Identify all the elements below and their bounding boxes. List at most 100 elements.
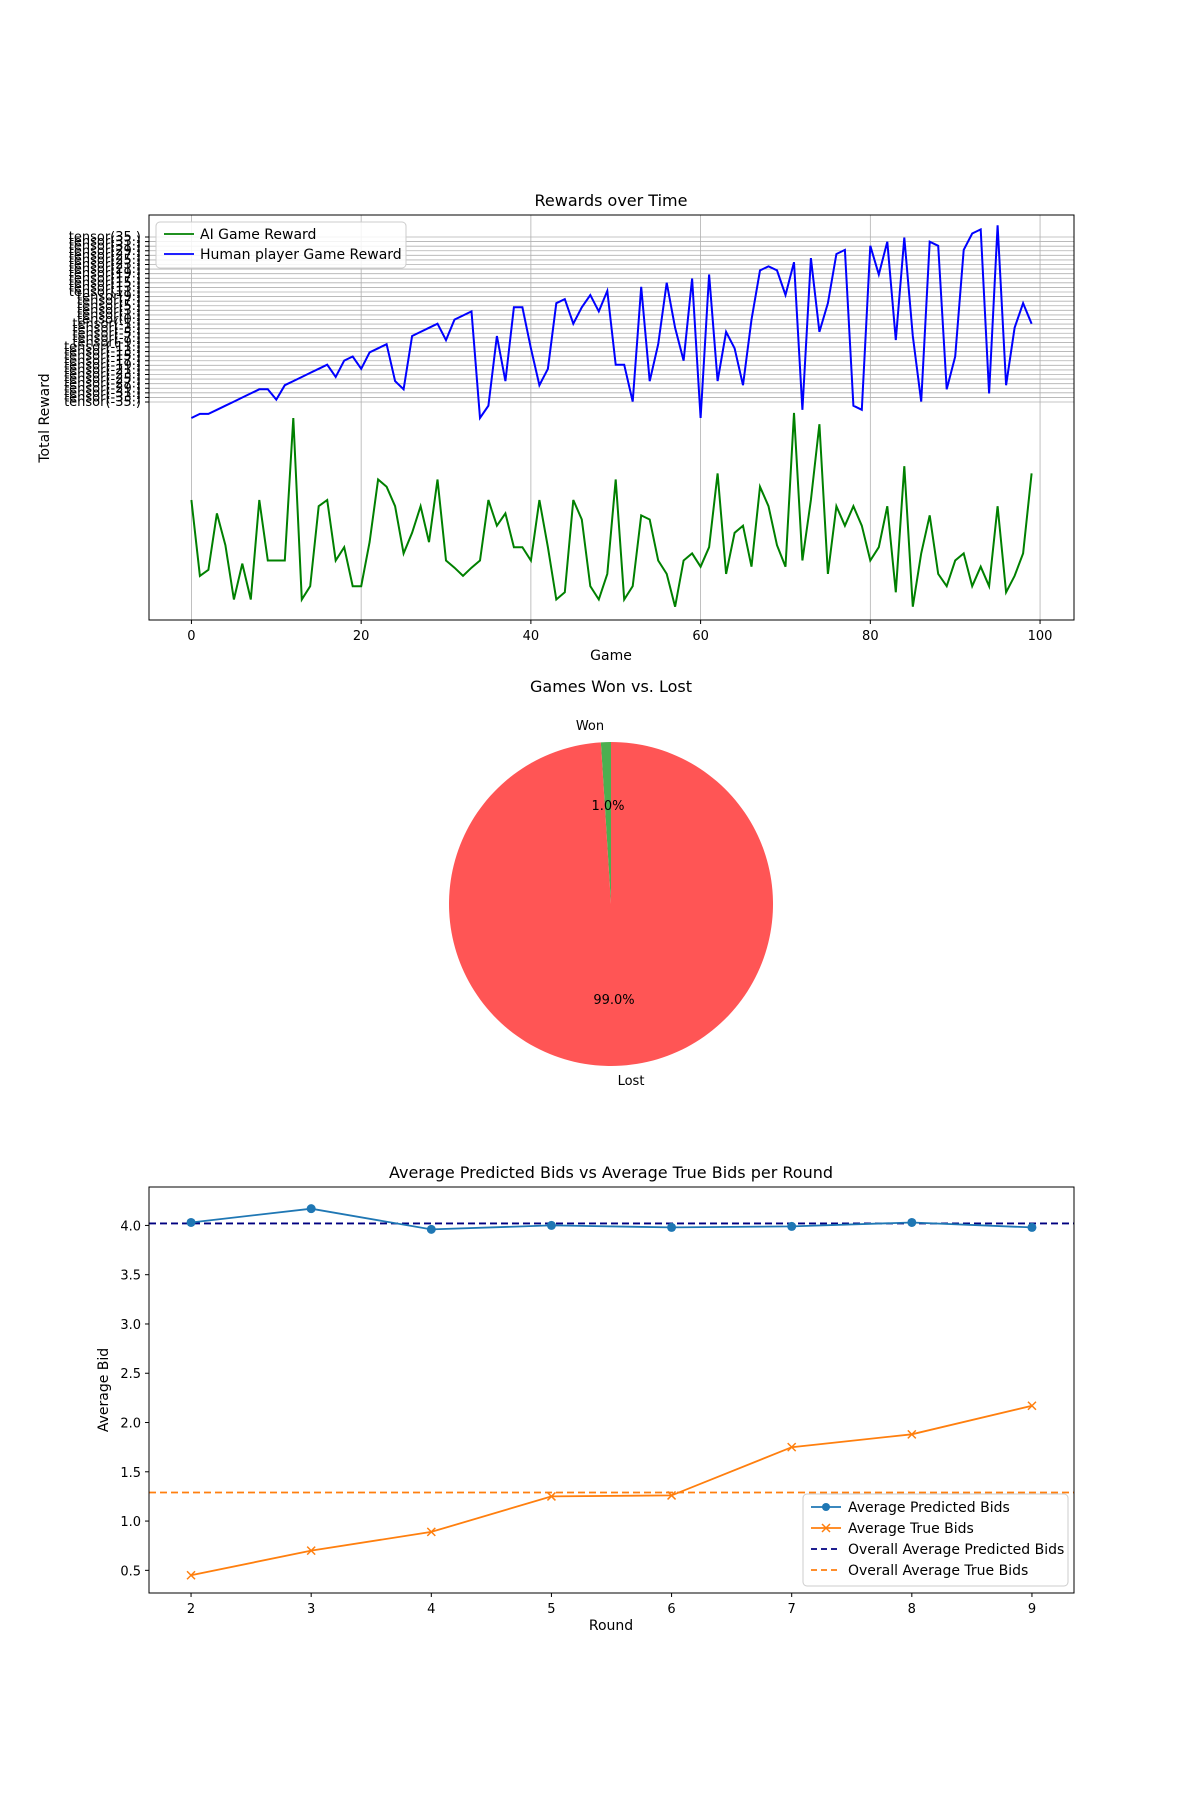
x-tick-label: 3: [307, 1602, 315, 1617]
y-tick-label: tensor(17.): [69, 271, 141, 286]
predicted-bids-marker: [787, 1221, 797, 1231]
predicted-bids-marker: [546, 1220, 556, 1230]
y-tick-label: tensor(19.): [69, 267, 141, 282]
y-tick-label: 1.0: [120, 1515, 141, 1530]
y-axis-label: Average Bid: [96, 1348, 112, 1432]
y-tick-label: tensor(-19.): [64, 358, 141, 373]
y-tick-label: tensor(-35.): [64, 395, 141, 410]
y-tick-label: 0.5: [120, 1564, 141, 1579]
y-tick-label: tensor(-9.): [72, 335, 141, 350]
x-tick-label: 80: [862, 629, 879, 644]
x-tick-label: 100: [1028, 629, 1053, 644]
x-tick-label: 20: [353, 629, 370, 644]
x-tick-label: 8: [908, 1602, 916, 1617]
y-tick-label: tensor(25.): [69, 253, 141, 268]
predicted-bids-marker: [667, 1222, 677, 1232]
pie-label-lost: Lost: [618, 1074, 645, 1089]
y-tick-label: tensor(33.): [69, 235, 141, 250]
x-tick-label: 2: [187, 1602, 195, 1617]
y-tick-label: tensor(-33.): [64, 390, 141, 405]
x-tick-label: 60: [692, 629, 709, 644]
bids-chart: Average Predicted Bids vs Average True B…: [96, 1163, 1075, 1634]
y-tick-label: tensor(-27.): [64, 377, 141, 392]
legend-human-reward: Human player Game Reward: [200, 247, 402, 263]
true-bids-marker: [426, 1527, 436, 1537]
y-tick-label: tensor(-15.): [64, 349, 141, 364]
y-tick-label: tensor(5.): [77, 299, 141, 314]
y-tick-label: tensor(11.): [69, 285, 141, 300]
legend-ai-reward: AI Game Reward: [200, 227, 316, 243]
y-tick-label: tensor(-23.): [64, 368, 141, 383]
y-tick-label: tensor(13.): [69, 280, 141, 295]
true-bids-marker: [667, 1490, 677, 1500]
y-tick-label: tensor(-11.): [64, 340, 141, 355]
y-tick-label: tensor(7.): [77, 294, 141, 309]
x-axis-label: Game: [590, 648, 632, 664]
y-tick-label: tensor(23.): [69, 258, 141, 273]
y-tick-label: tensor(-13.): [64, 345, 141, 360]
y-tick-label: tensor(1.): [77, 308, 141, 323]
x-tick-label: 7: [788, 1602, 796, 1617]
true-bids-marker: [186, 1570, 196, 1580]
x-tick-label: 4: [427, 1602, 435, 1617]
true-bids-line: [190, 1404, 1033, 1577]
true-bids-marker: [787, 1442, 797, 1452]
predicted-bids-marker: [306, 1204, 316, 1214]
pie-slice-won: [600, 742, 611, 904]
true-bids-marker: [546, 1491, 556, 1501]
x-tick-label: 40: [523, 629, 540, 644]
y-tick-label: 3.0: [120, 1318, 141, 1333]
x-tick-label: 5: [547, 1602, 555, 1617]
y-tick-label: tensor(0.): [77, 313, 141, 328]
y-tick-label: tensor(35.): [69, 230, 141, 245]
y-tick-label: tensor(-21.): [64, 363, 141, 378]
y-tick-label: 2.5: [120, 1367, 141, 1382]
legend: AI Game Reward Human player Game Reward: [155, 221, 407, 269]
legend-predicted-bids: Average Predicted Bids: [848, 1500, 1010, 1516]
pie-pct-won: 1.0%: [591, 799, 624, 814]
pie-label-won: Won: [576, 719, 604, 734]
y-tick-label: tensor(-25.): [64, 372, 141, 387]
chart-title: Games Won vs. Lost: [530, 677, 692, 696]
y-tick-label: tensor(-3.): [72, 322, 141, 337]
y-tick-label: tensor(-17.): [64, 354, 141, 369]
y-tick-label: tensor(21.): [69, 262, 141, 277]
y-tick-label: tensor(27.): [69, 248, 141, 263]
y-tick-label: 2.0: [120, 1417, 141, 1432]
legend: Average Predicted Bids Average True Bids…: [802, 1493, 1069, 1587]
chart-title: Rewards over Time: [535, 191, 688, 210]
legend-true-bids: Average True Bids: [848, 1521, 974, 1537]
pie-slice-lost: [449, 741, 774, 1066]
y-tick-label: tensor(31.): [69, 239, 141, 254]
human-reward-line: [190, 225, 1033, 421]
pie-pct-lost: 99.0%: [593, 993, 634, 1008]
y-tick-label: tensor(-31.): [64, 386, 141, 401]
y-tick-label: tensor(-5.): [72, 326, 141, 341]
rewards-chart: Rewards over Time tensor(35.)tensor(33.)…: [37, 191, 1075, 664]
y-tick-label: tensor(-1.): [72, 317, 141, 332]
predicted-bids-marker: [186, 1217, 196, 1227]
y-tick-label: tensor(3.): [77, 303, 141, 318]
y-tick-label: tensor(-29.): [64, 381, 141, 396]
y-tick-label: 3.5: [120, 1269, 141, 1284]
x-axis-label: Round: [589, 1618, 633, 1634]
x-tick-label: 6: [667, 1602, 675, 1617]
predicted-bids-marker: [907, 1217, 917, 1227]
y-tick-label: 4.0: [120, 1219, 141, 1234]
true-bids-marker: [306, 1546, 316, 1556]
legend-overall-true: Overall Average True Bids: [848, 1563, 1028, 1579]
x-tick-label: 0: [187, 629, 195, 644]
plot-frame: [148, 1186, 1075, 1594]
plot-frame: [148, 214, 1075, 621]
x-tick-label: 9: [1028, 1602, 1036, 1617]
y-axis-label: Total Reward: [37, 373, 53, 463]
y-tick-label: 1.5: [120, 1466, 141, 1481]
y-tick-label: tensor(15.): [69, 276, 141, 291]
legend-overall-predicted: Overall Average Predicted Bids: [848, 1542, 1064, 1558]
ai-reward-line: [190, 412, 1033, 607]
y-tick-label: tensor(29.): [69, 244, 141, 259]
predicted-bids-line: [190, 1207, 1033, 1231]
pie-chart: Games Won vs. Lost Won 1.0% 99.0% Lost: [449, 677, 774, 1089]
true-bids-marker: [1027, 1401, 1037, 1411]
